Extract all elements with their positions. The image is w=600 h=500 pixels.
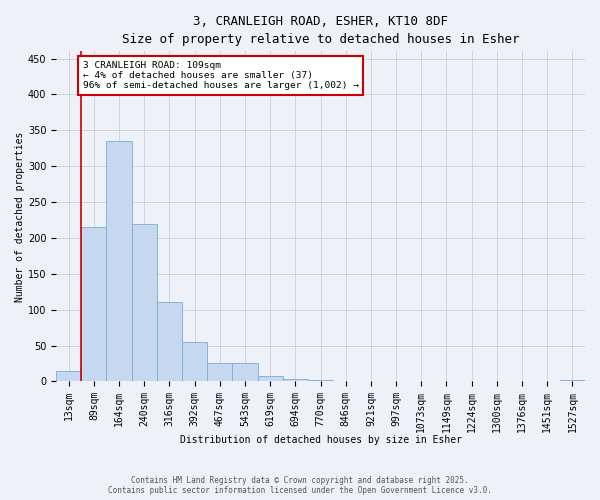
Bar (131, 224, 157, 382)
Text: 3 CRANLEIGH ROAD: 109sqm
← 4% of detached houses are smaller (37)
96% of semi-de: 3 CRANLEIGH ROAD: 109sqm ← 4% of detache… (83, 60, 359, 90)
X-axis label: Distribution of detached houses by size in Esher: Distribution of detached houses by size … (179, 435, 461, 445)
Bar (283, 379, 308, 382)
Bar (182, 342, 207, 382)
Bar (232, 362, 257, 382)
Bar (106, 141, 131, 382)
Bar (358, 380, 383, 382)
Bar (333, 380, 358, 382)
Y-axis label: Number of detached properties: Number of detached properties (15, 131, 25, 302)
Bar (560, 380, 585, 382)
Text: Contains HM Land Registry data © Crown copyright and database right 2025.
Contai: Contains HM Land Registry data © Crown c… (108, 476, 492, 495)
Bar (157, 302, 182, 382)
Bar (257, 376, 283, 382)
Bar (207, 362, 232, 382)
Bar (82, 227, 106, 382)
Title: 3, CRANLEIGH ROAD, ESHER, KT10 8DF
Size of property relative to detached houses : 3, CRANLEIGH ROAD, ESHER, KT10 8DF Size … (122, 15, 520, 46)
Bar (56, 370, 82, 382)
Bar (308, 380, 333, 382)
